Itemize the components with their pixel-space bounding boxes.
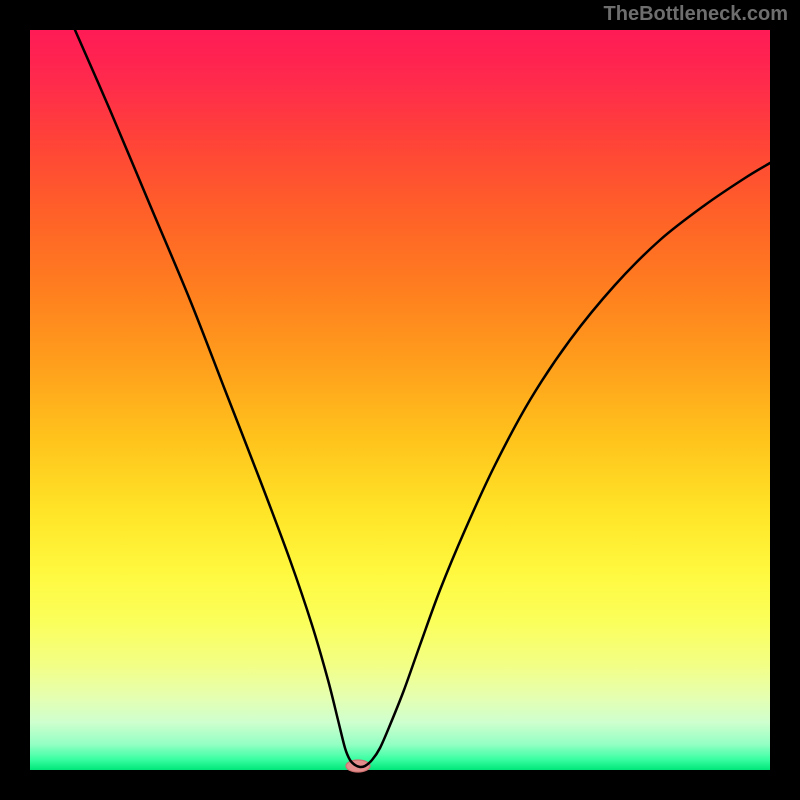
plot-background [30,30,770,770]
watermark-text: TheBottleneck.com [604,3,788,26]
chart-stage: TheBottleneck.com [0,0,800,800]
bottleneck-chart [0,0,800,800]
